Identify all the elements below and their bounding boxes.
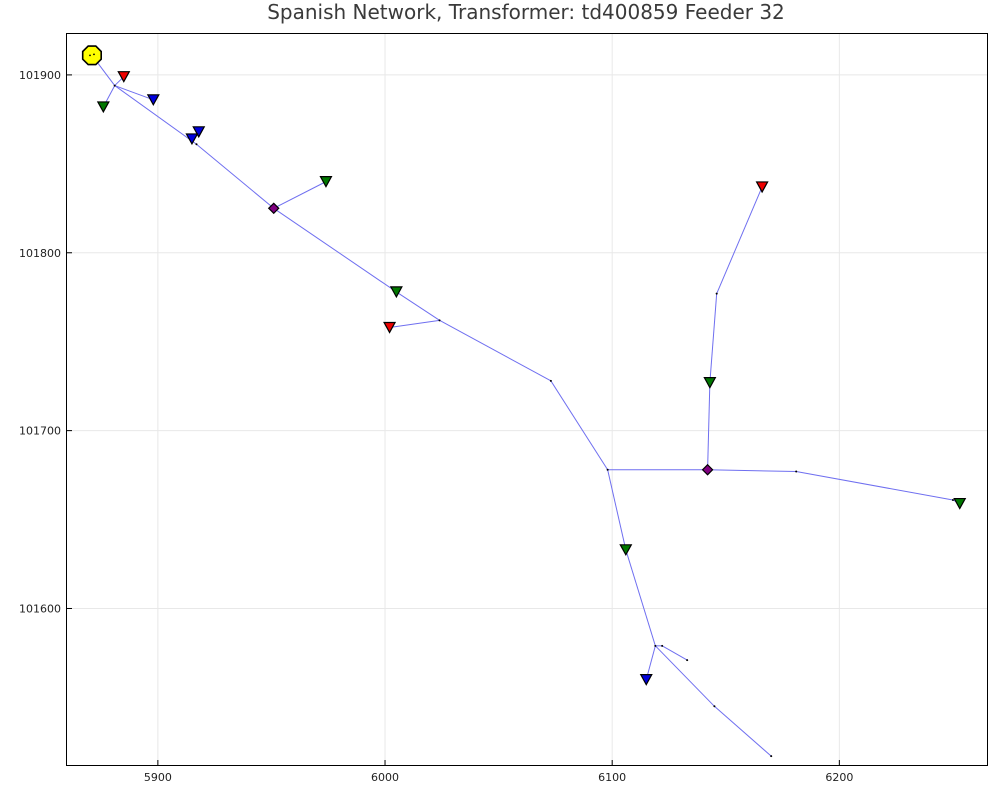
load-marker-green [96, 101, 110, 114]
bus-node [951, 498, 954, 501]
bus-node [686, 659, 689, 662]
network-edge [396, 291, 440, 321]
network-edge [714, 705, 772, 757]
load-marker-blue [185, 133, 199, 146]
transformer-dot [93, 53, 95, 56]
network-edge [114, 85, 154, 101]
junction-marker [701, 463, 714, 476]
bus-node [654, 644, 657, 647]
y-tick-label: 101900 [19, 69, 61, 82]
y-tick-label: 101700 [19, 425, 61, 438]
load-marker-green [703, 377, 717, 389]
x-tick-label: 6000 [371, 771, 399, 784]
load-marker-blue [146, 94, 160, 107]
load-marker-green [319, 176, 333, 188]
x-tick-label: 5900 [144, 771, 172, 784]
network-edge [645, 645, 656, 680]
y-axis-ticks: 101600 101700 101800 101900 [19, 69, 72, 615]
network-edge [796, 471, 954, 501]
grid [67, 34, 987, 765]
plot-frame [66, 33, 988, 766]
bus-node [661, 644, 664, 647]
load-marker-blue [639, 674, 653, 686]
x-tick-label: 6100 [598, 771, 626, 784]
network-edge [625, 549, 656, 646]
transformer-dot [89, 54, 91, 57]
load-marker-red [755, 181, 769, 194]
network-edge [273, 207, 397, 293]
bus-node [770, 755, 773, 758]
bus-node [438, 319, 441, 322]
bus-node [606, 468, 609, 471]
network-edge [654, 645, 715, 707]
y-tick-label: 101600 [19, 602, 61, 615]
x-axis-ticks: 5900 6000 6100 6200 [144, 760, 853, 784]
network-edge [607, 469, 627, 550]
bus-node [195, 143, 198, 146]
load-marker-blue [192, 126, 206, 139]
bus-node [715, 292, 718, 295]
bus-node [113, 84, 116, 87]
x-tick-label: 6200 [825, 771, 853, 784]
network-edge [114, 85, 197, 145]
network-edge [439, 319, 552, 382]
network-edge [707, 469, 797, 473]
network-edge [273, 181, 327, 209]
network-edge [716, 186, 763, 294]
bus-nodes [113, 84, 954, 758]
load-marker-green [953, 497, 967, 510]
network-edge [707, 382, 711, 470]
junction-marker [267, 202, 280, 215]
load-marker-green [619, 544, 633, 557]
chart-title: Spanish Network, Transformer: td400859 F… [267, 0, 785, 24]
node-markers [81, 45, 967, 686]
network-edge [709, 293, 718, 383]
transformer-marker [81, 45, 102, 66]
load-marker-red [383, 321, 397, 334]
y-tick-label: 101800 [19, 247, 61, 260]
load-marker-green [389, 286, 403, 299]
network-edge [661, 645, 688, 661]
network-edge [389, 319, 440, 328]
network-edge [550, 380, 609, 471]
network-edge [196, 143, 275, 209]
bus-node [795, 470, 798, 473]
load-marker-red [117, 71, 131, 83]
network-edges [91, 55, 960, 757]
bus-node [713, 705, 716, 708]
bus-node [549, 379, 552, 382]
